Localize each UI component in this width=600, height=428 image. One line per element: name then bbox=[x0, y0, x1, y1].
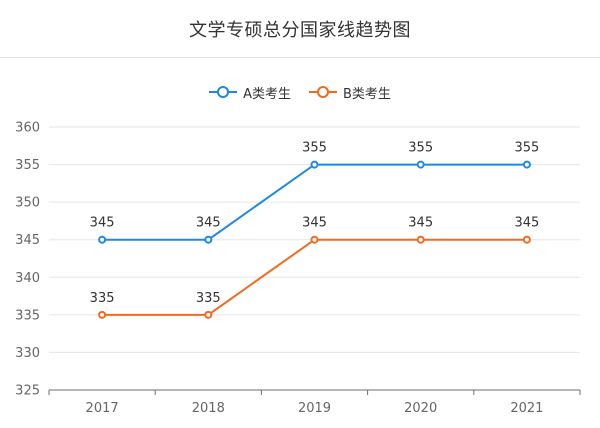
data-point bbox=[522, 160, 531, 169]
data-label: 335 bbox=[196, 291, 221, 306]
x-tick-label: 2020 bbox=[404, 401, 437, 416]
legend-swatch-series-b bbox=[308, 85, 337, 99]
data-label: 345 bbox=[302, 216, 327, 231]
y-tick-label: 360 bbox=[15, 121, 40, 136]
legend-item-series-a[interactable]: A类考生 bbox=[209, 83, 291, 102]
data-point bbox=[310, 235, 319, 244]
data-label: 355 bbox=[302, 141, 327, 156]
series-b: 335 335 345 345 345 bbox=[90, 216, 539, 319]
data-label: 345 bbox=[514, 216, 539, 231]
y-tick-label: 345 bbox=[15, 233, 40, 248]
data-point bbox=[204, 235, 213, 244]
chart-title: 文学专硕总分国家线趋势图 bbox=[189, 19, 411, 41]
data-point bbox=[98, 310, 107, 319]
y-tick-label: 340 bbox=[15, 271, 40, 286]
y-tick-label: 325 bbox=[15, 384, 40, 399]
chart-legend: A类考生 B类考生 bbox=[0, 80, 600, 104]
data-point bbox=[522, 235, 531, 244]
data-point bbox=[310, 160, 319, 169]
chart-title-bar: 文学专硕总分国家线趋势图 bbox=[0, 0, 600, 58]
data-point bbox=[416, 235, 425, 244]
y-tick-label: 350 bbox=[15, 196, 40, 211]
legend-label-series-b: B类考生 bbox=[342, 86, 391, 102]
data-label: 335 bbox=[90, 291, 115, 306]
data-label: 355 bbox=[408, 141, 433, 156]
y-tick-label: 330 bbox=[15, 346, 40, 361]
data-label: 355 bbox=[514, 141, 539, 156]
x-tick-label: 2017 bbox=[86, 401, 119, 416]
x-tick-label: 2021 bbox=[510, 401, 543, 416]
data-point bbox=[416, 160, 425, 169]
data-label: 345 bbox=[196, 216, 221, 231]
legend-label-series-a: A类考生 bbox=[243, 86, 291, 102]
legend-item-series-b[interactable]: B类考生 bbox=[308, 83, 391, 102]
series-a: 345 345 355 355 355 bbox=[90, 141, 539, 244]
y-tick-label: 335 bbox=[15, 308, 40, 323]
data-label: 345 bbox=[90, 216, 115, 231]
data-label: 345 bbox=[408, 216, 433, 231]
y-tick-label: 355 bbox=[15, 158, 40, 173]
legend-swatch-series-a bbox=[209, 85, 238, 99]
data-point bbox=[98, 235, 107, 244]
x-tick-label: 2019 bbox=[298, 401, 331, 416]
data-point bbox=[204, 310, 213, 319]
x-tick-label: 2018 bbox=[192, 401, 225, 416]
